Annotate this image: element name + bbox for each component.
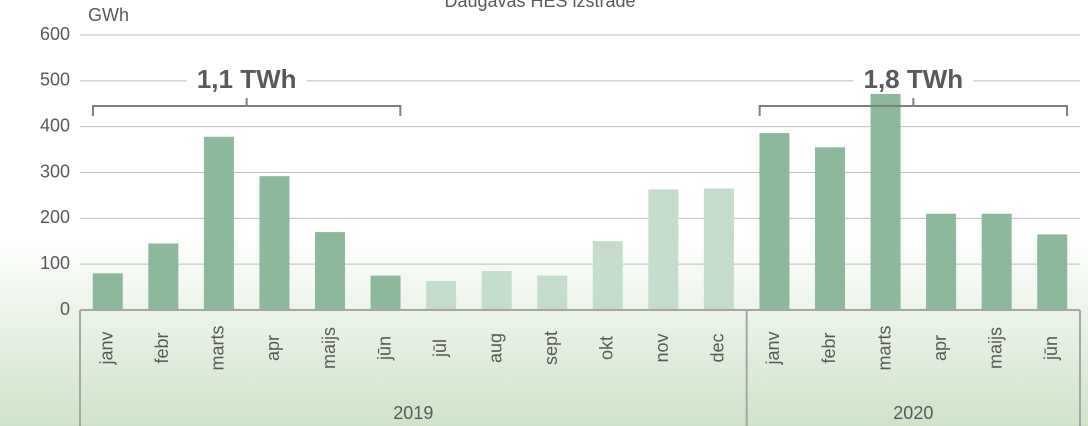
x-tick-label: janv <box>97 331 117 365</box>
y-tick-label: 200 <box>40 207 70 227</box>
y-axis-label: GWh <box>88 5 129 25</box>
group-label: 2020 <box>893 403 933 423</box>
x-tick-label: aug <box>485 333 505 363</box>
x-tick-label: maijs <box>319 327 339 369</box>
bar <box>759 133 789 310</box>
y-tick-label: 600 <box>40 24 70 44</box>
bar <box>371 276 401 310</box>
x-tick-label: maijs <box>985 327 1005 369</box>
group-label: 2019 <box>393 403 433 423</box>
bar <box>537 276 567 310</box>
x-tick-label: jūn <box>374 336 394 361</box>
annotation: 1,8 TWh <box>863 64 963 94</box>
x-tick-label: jūl <box>430 339 450 358</box>
bar <box>1037 234 1067 310</box>
x-tick-label: marts <box>208 326 228 371</box>
x-tick-label: febr <box>152 332 172 363</box>
bar <box>259 176 289 310</box>
x-tick-label: dec <box>708 333 728 362</box>
x-tick-label: janv <box>763 331 783 365</box>
x-tick-label: apr <box>263 335 283 361</box>
y-tick-label: 300 <box>40 161 70 181</box>
bar <box>926 214 956 310</box>
x-tick-label: marts <box>874 326 894 371</box>
annotation: 1,1 TWh <box>197 64 297 94</box>
bar <box>426 281 456 310</box>
bar <box>148 244 178 310</box>
x-tick-label: sept <box>541 331 561 365</box>
bar <box>482 271 512 310</box>
bar <box>593 241 623 310</box>
chart-title: Daugavas HES izstrāde <box>444 0 635 11</box>
bar <box>315 232 345 310</box>
x-tick-label: apr <box>930 335 950 361</box>
y-tick-label: 400 <box>40 115 70 135</box>
bar <box>93 273 123 310</box>
x-tick-label: okt <box>597 336 617 360</box>
x-tick-label: febr <box>819 332 839 363</box>
y-tick-label: 0 <box>60 299 70 319</box>
bar <box>204 137 234 310</box>
chart: Daugavas HES izstrāde GWh 0 100 200 300 400 5… <box>0 0 1088 426</box>
x-tick-label: jūn <box>1041 336 1061 361</box>
y-tick-label: 100 <box>40 253 70 273</box>
bar <box>815 147 845 310</box>
x-tick-label: nov <box>652 333 672 362</box>
bar <box>982 214 1012 310</box>
bar <box>704 189 734 310</box>
y-tick-label: 500 <box>40 70 70 90</box>
bar <box>871 94 901 310</box>
bar <box>648 189 678 310</box>
